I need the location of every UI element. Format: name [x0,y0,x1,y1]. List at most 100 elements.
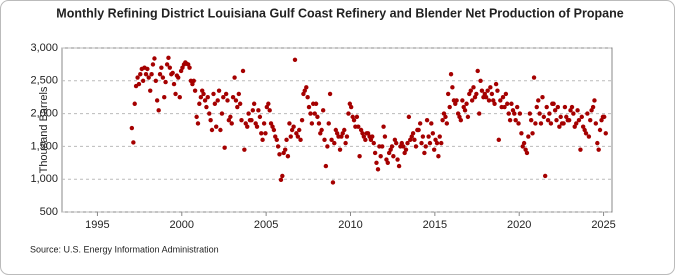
data-point [521,140,527,146]
data-point [479,88,485,93]
data-point [403,147,409,152]
data-point [132,101,137,106]
data-point [575,108,580,113]
data-point [519,131,524,136]
data-point [410,131,416,136]
data-point [222,145,227,150]
data-point [240,68,246,74]
data-point [243,121,248,126]
data-point [391,154,396,159]
data-point [437,134,442,139]
data-point [197,101,202,106]
data-point [536,98,541,103]
data-point [471,85,476,90]
data-point [433,137,438,143]
data-point [498,98,503,103]
data-point [385,160,390,165]
data-point [554,117,559,123]
data-point [216,88,222,93]
data-point [273,134,278,139]
data-point [572,124,577,129]
data-point [571,111,576,116]
data-point [267,108,272,113]
data-point [416,127,421,133]
data-point [524,150,530,156]
data-point [256,108,261,113]
y-tick-label: 2,500 [30,75,58,87]
data-point [204,104,209,110]
data-point [426,134,431,139]
data-point [207,111,212,116]
data-point [603,131,608,136]
data-point [443,114,448,120]
data-point [447,104,452,110]
data-point [562,104,568,110]
data-point [348,104,354,110]
data-point [299,117,305,123]
data-point [596,147,601,152]
data-point [595,140,600,146]
data-point [148,88,153,93]
data-point [561,121,566,126]
data-point [236,91,242,97]
data-point [430,131,436,136]
data-point [226,117,232,123]
y-tick-label: 1,500 [30,140,58,152]
data-point [512,111,517,116]
data-point [304,85,309,90]
data-point [209,127,215,133]
data-point [417,121,423,126]
data-point [138,72,143,77]
data-point [294,131,299,136]
data-point [569,104,575,110]
data-point [298,137,303,143]
data-point [464,101,469,106]
data-point [167,65,173,70]
data-point [171,81,177,87]
data-point [154,98,160,103]
data-point [152,56,157,61]
data-point [538,121,544,126]
data-point [218,127,223,133]
data-point [422,150,427,156]
data-point [257,114,263,120]
data-point [370,134,375,139]
data-point [513,117,518,123]
data-point [500,95,506,100]
data-point [285,154,291,159]
data-point [249,117,254,123]
data-point [283,147,288,152]
data-point [509,101,514,106]
data-point [194,114,199,120]
x-tick-label: 2005 [254,219,278,231]
data-point [589,108,594,113]
data-point [342,127,347,133]
data-point [586,134,592,139]
data-point [434,140,440,146]
data-point [420,134,426,139]
data-point [557,124,562,129]
data-point [568,108,573,113]
data-point [506,111,511,116]
data-point [475,68,480,74]
data-point [542,173,548,179]
data-point [305,95,310,100]
data-point [225,98,230,103]
data-point [264,104,270,110]
data-point [271,127,277,133]
data-point [469,98,475,103]
data-point [259,131,264,136]
data-point [593,121,599,126]
data-point [530,131,535,136]
data-point [140,78,146,84]
data-point [460,98,465,103]
data-point [444,121,450,126]
data-point [545,117,551,123]
data-point [261,121,267,126]
data-point [312,111,317,116]
data-point [316,121,322,126]
data-point [544,104,549,110]
data-point [237,101,243,106]
data-point [597,127,603,133]
